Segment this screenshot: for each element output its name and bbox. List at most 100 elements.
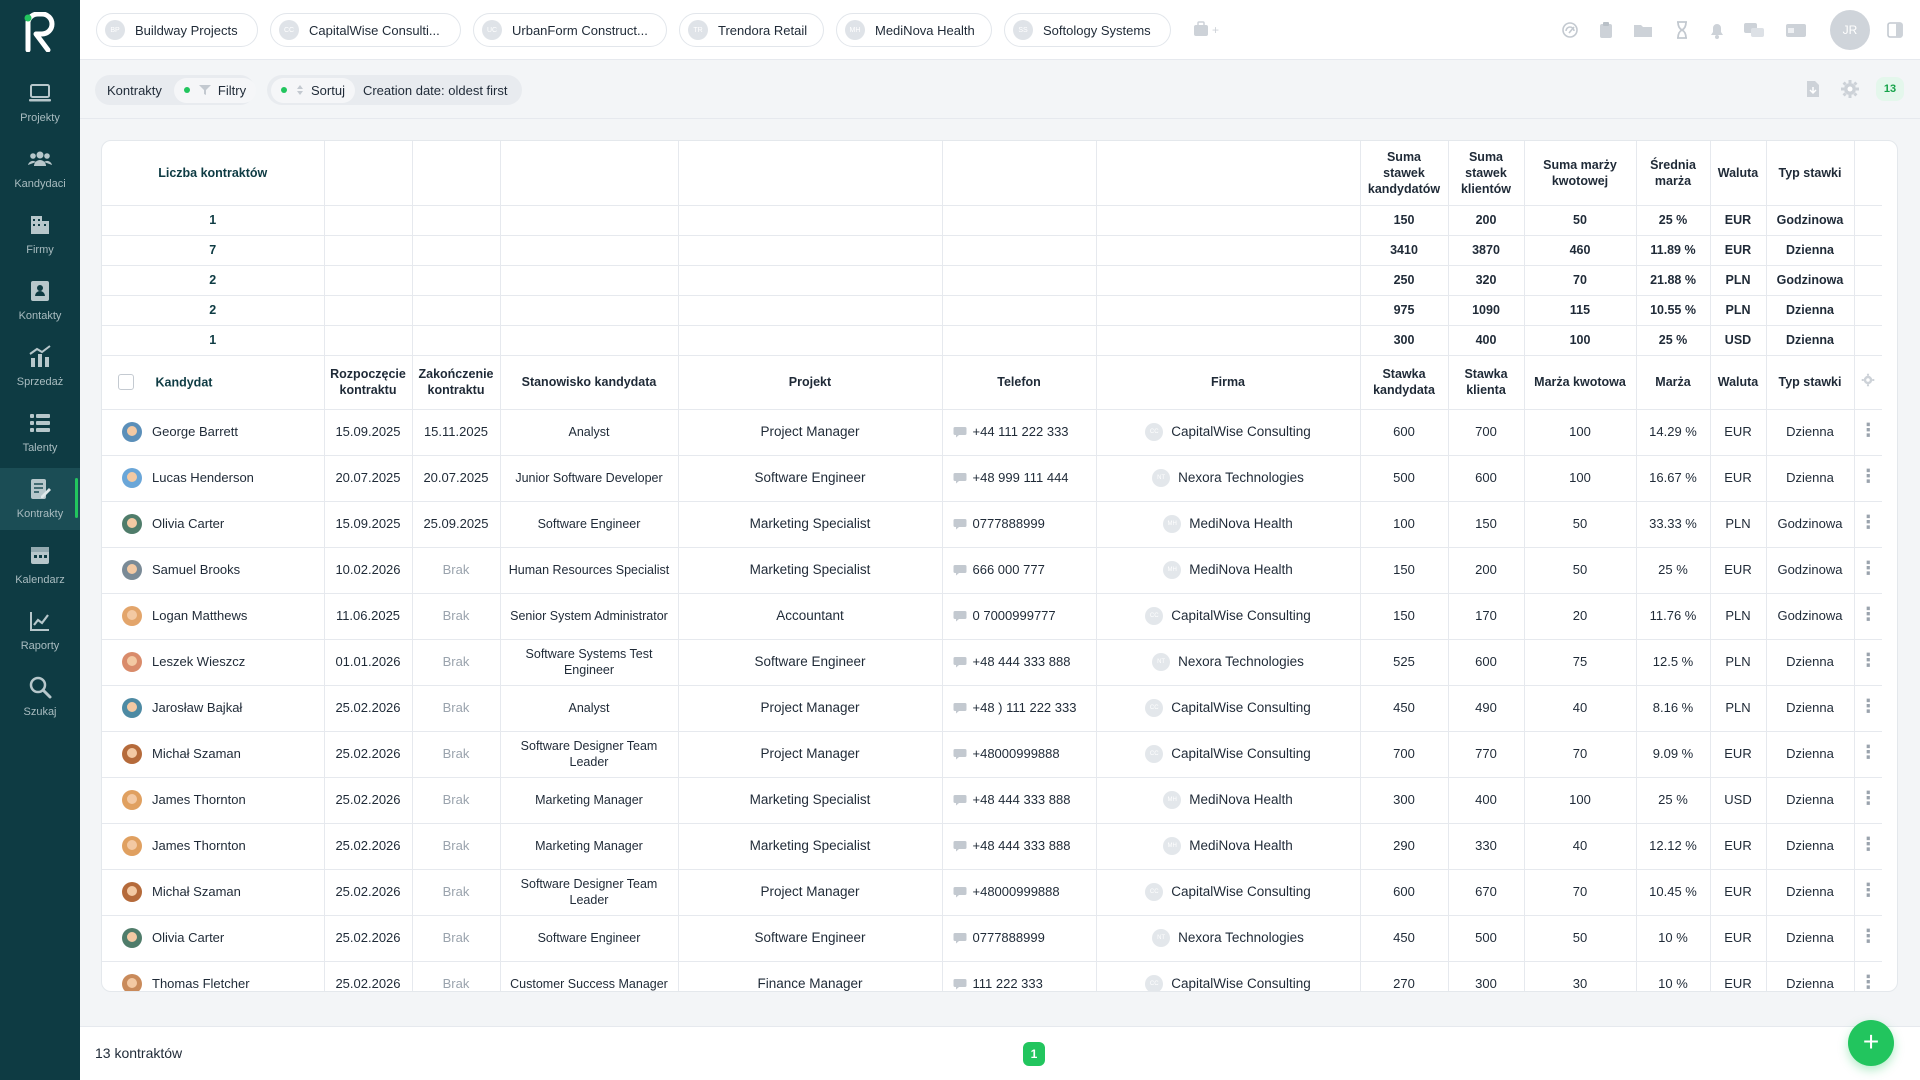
project-name[interactable]: Software Engineer — [678, 915, 943, 962]
firm-cell[interactable]: CC CapitalWise Consulting — [1096, 731, 1361, 778]
phone-cell[interactable]: +48 ) 111 222 333 — [942, 685, 1097, 732]
firm-cell[interactable]: NT Nexora Technologies — [1096, 455, 1361, 502]
table-row[interactable]: Olivia Carter 25.02.2026 Brak Software Engi… — [102, 915, 1882, 962]
phone-cell[interactable]: +48 444 333 888 — [942, 823, 1097, 870]
firm-cell[interactable]: CC CapitalWise Consulting — [1096, 593, 1361, 640]
filter-button[interactable]: Filtry — [173, 77, 257, 103]
sidebar-item-kalendarz[interactable]: Kalendarz — [0, 534, 80, 596]
firm-cell[interactable]: CC CapitalWise Consulting — [1096, 685, 1361, 732]
settings-gear-icon[interactable] — [1840, 79, 1860, 99]
sidebar-item-sprzedaż[interactable]: Sprzedaż — [0, 336, 80, 398]
row-menu-kebab-icon[interactable]: ⋮ — [1854, 639, 1882, 686]
candidate-name[interactable]: Olivia Carter — [152, 930, 225, 945]
candidate-cell[interactable]: George Barrett — [102, 409, 325, 456]
chat-icon[interactable] — [1742, 20, 1766, 40]
column-header-firm[interactable]: Firma — [1096, 355, 1361, 410]
folder-icon[interactable] — [1632, 20, 1652, 40]
clipboard-icon[interactable] — [1596, 20, 1616, 40]
row-menu-kebab-icon[interactable]: ⋮ — [1854, 869, 1882, 916]
project-name[interactable]: Project Manager — [678, 409, 943, 456]
candidate-cell[interactable]: James Thornton — [102, 777, 325, 824]
project-name[interactable]: Marketing Specialist — [678, 501, 943, 548]
candidate-name[interactable]: George Barrett — [152, 424, 238, 439]
sort-button[interactable]: Sortuj — [271, 77, 355, 103]
candidate-name[interactable]: Jarosław Bajkał — [152, 700, 243, 715]
kontrakty-filter-chip[interactable]: Kontrakty Filtry — [95, 75, 257, 105]
candidate-cell[interactable]: Thomas Fletcher — [102, 961, 325, 991]
pagination-page-button[interactable]: 1 — [1023, 1042, 1045, 1066]
project-name[interactable]: Project Manager — [678, 685, 943, 732]
row-menu-kebab-icon[interactable]: ⋮ — [1854, 915, 1882, 962]
firm-cell[interactable]: NT Nexora Technologies — [1096, 639, 1361, 686]
table-row[interactable]: Samuel Brooks 10.02.2026 Brak Human Resourc… — [102, 547, 1882, 594]
row-menu-kebab-icon[interactable]: ⋮ — [1854, 455, 1882, 502]
candidate-cell[interactable]: Jarosław Bajkał — [102, 685, 325, 732]
app-logo[interactable] — [22, 12, 58, 52]
phone-cell[interactable]: 111 222 333 — [942, 961, 1097, 991]
column-header-start[interactable]: Rozpoczęcie kontraktu — [324, 355, 413, 410]
firm-cell[interactable]: NT Nexora Technologies — [1096, 915, 1361, 962]
firm-cell[interactable]: MH MediNova Health — [1096, 547, 1361, 594]
sidebar-item-projekty[interactable]: Projekty — [0, 72, 80, 134]
table-row[interactable]: Leszek Wieszcz 01.01.2026 Brak Software Sys… — [102, 639, 1882, 686]
candidate-name[interactable]: Olivia Carter — [152, 516, 225, 531]
project-name[interactable]: Software Engineer — [678, 455, 943, 502]
candidate-name[interactable]: Samuel Brooks — [152, 562, 241, 577]
project-name[interactable]: Finance Manager — [678, 961, 943, 991]
column-header-project[interactable]: Projekt — [678, 355, 943, 410]
sidebar-item-kontrakty[interactable]: Kontrakty — [0, 468, 80, 530]
sidebar-item-kandydaci[interactable]: Kandydaci — [0, 138, 80, 200]
candidate-cell[interactable]: Lucas Henderson — [102, 455, 325, 502]
candidate-name[interactable]: James Thornton — [152, 792, 246, 807]
phone-cell[interactable]: +48 444 333 888 — [942, 777, 1097, 824]
firm-cell[interactable]: MH MediNova Health — [1096, 823, 1361, 870]
firm-cell[interactable]: CC CapitalWise Consulting — [1096, 409, 1361, 456]
export-doc-icon[interactable] — [1804, 79, 1824, 99]
project-tab[interactable]: SS Softology Systems — [1004, 13, 1171, 47]
sidebar-item-kontakty[interactable]: Kontakty — [0, 270, 80, 332]
phone-cell[interactable]: 0777888999 — [942, 501, 1097, 548]
project-name[interactable]: Software Engineer — [678, 639, 943, 686]
project-name[interactable]: Project Manager — [678, 731, 943, 778]
table-row[interactable]: Michał Szaman 25.02.2026 Brak Software Desi… — [102, 731, 1882, 778]
candidate-cell[interactable]: James Thornton — [102, 823, 325, 870]
row-menu-kebab-icon[interactable]: ⋮ — [1854, 501, 1882, 548]
phone-cell[interactable]: 0777888999 — [942, 915, 1097, 962]
row-menu-kebab-icon[interactable]: ⋮ — [1854, 961, 1882, 991]
table-row[interactable]: Olivia Carter 15.09.2025 25.09.2025 Softwar… — [102, 501, 1882, 548]
phone-cell[interactable]: +44 111 222 333 — [942, 409, 1097, 456]
row-menu-kebab-icon[interactable]: ⋮ — [1854, 409, 1882, 456]
table-row[interactable]: Thomas Fletcher 25.02.2026 Brak Customer Su… — [102, 961, 1882, 991]
row-menu-kebab-icon[interactable]: ⋮ — [1854, 777, 1882, 824]
candidate-name[interactable]: Michał Szaman — [152, 746, 241, 761]
table-row[interactable]: Lucas Henderson 20.07.2025 20.07.2025 Junio… — [102, 455, 1882, 502]
phone-cell[interactable]: +48 444 333 888 — [942, 639, 1097, 686]
candidate-cell[interactable]: Michał Szaman — [102, 731, 325, 778]
row-menu-kebab-icon[interactable]: ⋮ — [1854, 593, 1882, 640]
add-contract-button[interactable]: + — [1848, 1020, 1894, 1066]
column-header-candidate[interactable]: Kandydat — [102, 355, 325, 410]
firm-cell[interactable]: CC CapitalWise Consulting — [1096, 869, 1361, 916]
sidebar-item-firmy[interactable]: Firmy — [0, 204, 80, 266]
candidate-name[interactable]: Michał Szaman — [152, 884, 241, 899]
candidate-name[interactable]: Logan Matthews — [152, 608, 248, 623]
row-menu-kebab-icon[interactable]: ⋮ — [1854, 823, 1882, 870]
candidate-cell[interactable]: Samuel Brooks — [102, 547, 325, 594]
phone-cell[interactable]: +48000999888 — [942, 731, 1097, 778]
project-name[interactable]: Marketing Specialist — [678, 823, 943, 870]
table-row[interactable]: George Barrett 15.09.2025 15.11.2025 Analys… — [102, 409, 1882, 456]
phone-cell[interactable]: 666 000 777 — [942, 547, 1097, 594]
column-header-phone[interactable]: Telefon — [942, 355, 1097, 410]
candidate-name[interactable]: James Thornton — [152, 838, 246, 853]
table-row[interactable]: Logan Matthews 11.06.2025 Brak Senior Syste… — [102, 593, 1882, 640]
table-row[interactable]: Michał Szaman 25.02.2026 Brak Software Desi… — [102, 869, 1882, 916]
column-header-currency[interactable]: Waluta — [1710, 355, 1767, 410]
candidate-name[interactable]: Leszek Wieszcz — [152, 654, 246, 669]
project-tab[interactable]: BP Buildway Projects — [96, 13, 258, 47]
sort-chip[interactable]: Sortuj Creation date: oldest first — [267, 75, 522, 105]
table-row[interactable]: James Thornton 25.02.2026 Brak Marketing Ma… — [102, 823, 1882, 870]
phone-cell[interactable]: +48000999888 — [942, 869, 1097, 916]
project-name[interactable]: Project Manager — [678, 869, 943, 916]
column-settings-icon[interactable] — [1854, 355, 1882, 410]
project-name[interactable]: Marketing Specialist — [678, 777, 943, 824]
